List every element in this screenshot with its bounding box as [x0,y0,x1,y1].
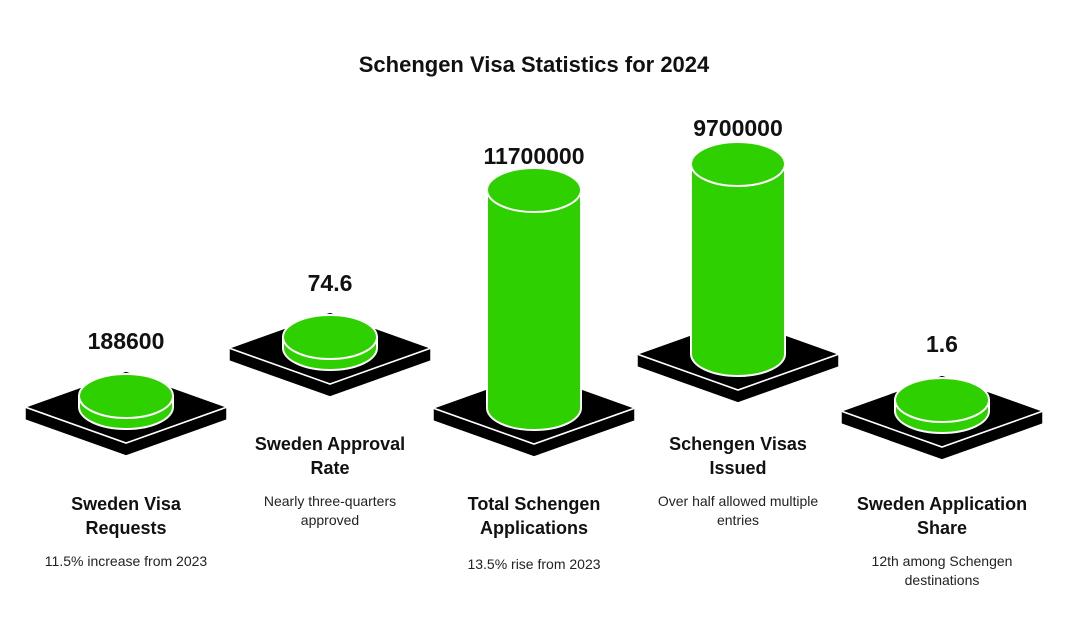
bar-5 [894,377,990,434]
data-label: 74.6 [307,270,353,296]
bar-top-cap [690,141,786,187]
category-label: Schengen Visas Issued [669,434,807,478]
bar-3 [486,167,582,431]
category-description: Over half allowed multiple entries [657,493,819,528]
bar-body [690,163,786,377]
category-description: 12th among Schengen destinations [871,553,1013,588]
category-description: 11.5% increase from 2023 [44,553,208,569]
category-label: Sweden Approval Rate [254,434,406,478]
category-description: Nearly three-quarters approved [263,493,397,528]
data-label: 11700000 [483,143,585,169]
bar-1 [78,373,174,430]
bar-4 [690,141,786,377]
category-label: Sweden Visa Requests [71,494,181,538]
bar-top-cap [894,377,990,423]
data-label: 9700000 [693,115,783,141]
bar-top-cap [486,167,582,213]
bar-top-cap [282,314,378,360]
chart-title: Schengen Visa Statistics for 2024 [358,52,710,77]
category-label: Sweden Application Share [856,494,1028,538]
bar-top-cap [78,373,174,419]
category-label: Total Schengen Applications [467,494,601,538]
data-label: 188600 [87,328,165,354]
bar-body [486,189,582,431]
data-label: 1.6 [926,331,958,357]
category-description: 13.5% rise from 2023 [467,556,601,572]
bar-2 [282,314,378,371]
